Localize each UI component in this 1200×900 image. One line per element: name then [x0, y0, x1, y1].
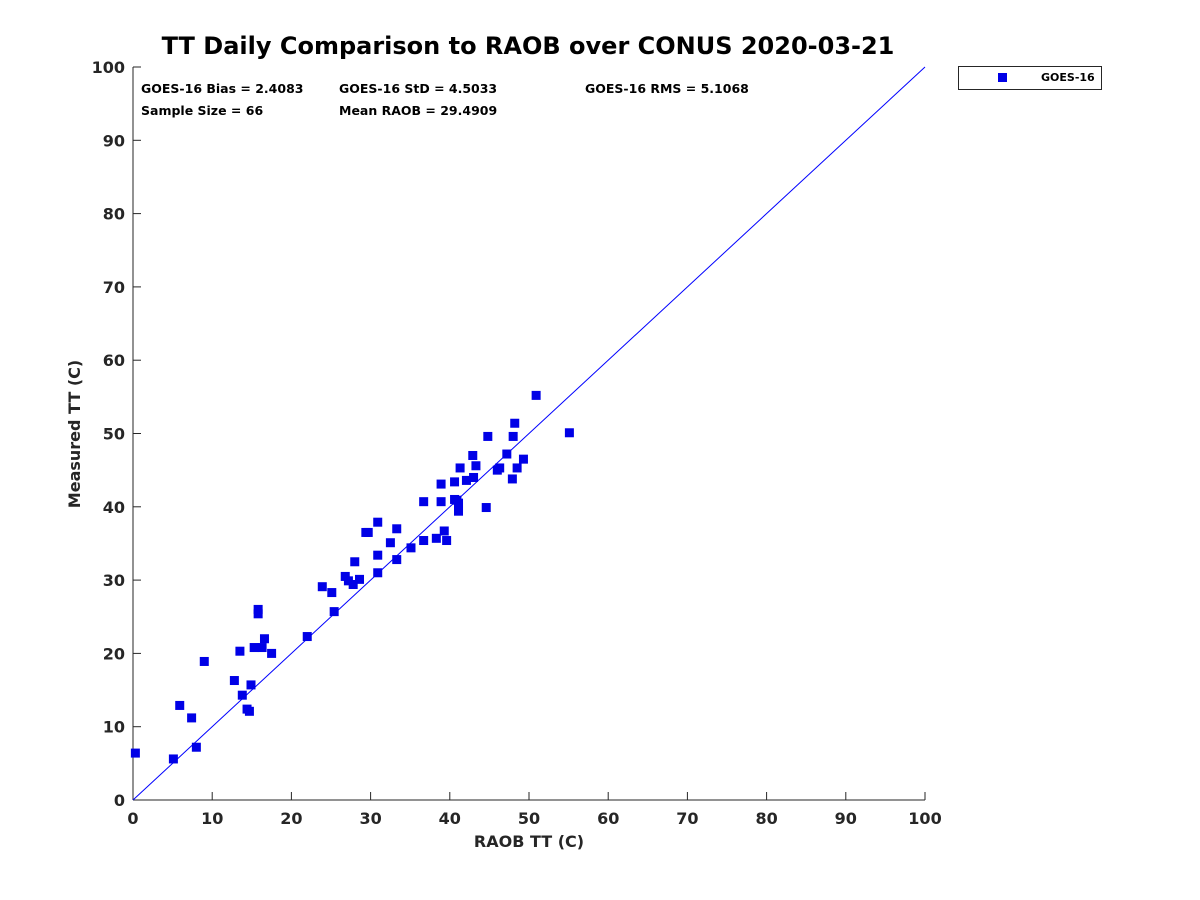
x-axis-label: RAOB TT (C) — [474, 832, 584, 851]
x-tick-label: 40 — [439, 809, 461, 828]
data-point — [507, 474, 517, 484]
data-point — [191, 742, 201, 752]
data-point — [253, 604, 263, 614]
y-tick-label: 60 — [103, 351, 125, 370]
data-point — [419, 497, 429, 507]
data-point — [373, 517, 383, 527]
x-tick-label: 30 — [359, 809, 381, 828]
data-point — [199, 656, 209, 666]
data-point — [343, 576, 353, 586]
data-point — [348, 579, 358, 589]
y-tick-label: 0 — [114, 791, 125, 810]
data-point — [235, 646, 245, 656]
data-point — [531, 390, 541, 400]
y-tick-label: 90 — [103, 131, 125, 150]
data-point — [187, 713, 197, 723]
data-point — [392, 524, 402, 534]
data-point — [363, 527, 373, 537]
y-ticks: 0 10 20 30 40 50 60 70 80 90 100 — [92, 58, 141, 810]
x-tick-label: 10 — [201, 809, 223, 828]
data-point — [350, 557, 360, 567]
data-point — [469, 472, 479, 482]
chart-title: TT Daily Comparison to RAOB over CONUS 2… — [162, 32, 895, 60]
data-point — [468, 450, 478, 460]
y-tick-label: 40 — [103, 498, 125, 517]
y-tick-label: 80 — [103, 205, 125, 224]
data-point — [436, 497, 446, 507]
data-point — [249, 643, 259, 653]
x-tick-label: 20 — [280, 809, 302, 828]
data-points — [130, 390, 574, 764]
data-point — [518, 454, 528, 464]
x-tick-label: 0 — [127, 809, 138, 828]
data-point — [130, 748, 140, 758]
legend: GOES-16 — [958, 66, 1102, 90]
data-point — [564, 428, 574, 438]
y-tick-label: 100 — [92, 58, 125, 77]
x-tick-label: 70 — [676, 809, 698, 828]
data-point — [327, 588, 337, 598]
data-point — [175, 700, 185, 710]
legend-label-goes16: GOES-16 — [1041, 71, 1095, 84]
one-to-one-reference-line — [132, 66, 926, 801]
data-point — [246, 680, 256, 690]
data-point — [237, 690, 247, 700]
plot-area: 0 10 20 30 40 50 60 70 80 90 100 0 10 20 30 40 50 60 70 80… — [92, 58, 942, 828]
y-tick-label: 10 — [103, 718, 125, 737]
data-point — [406, 543, 416, 553]
std-stat: GOES-16 StD = 4.5033 — [339, 81, 497, 96]
data-point — [471, 461, 481, 471]
data-point — [419, 536, 429, 546]
data-point — [385, 538, 395, 548]
data-point — [450, 494, 460, 504]
data-point — [259, 634, 269, 644]
data-point — [317, 582, 327, 592]
x-tick-label: 90 — [835, 809, 857, 828]
rms-stat: GOES-16 RMS = 5.1068 — [585, 81, 749, 96]
data-point — [392, 555, 402, 565]
x-ticks: 0 10 20 30 40 50 60 70 80 90 100 — [127, 792, 942, 828]
x-tick-label: 60 — [597, 809, 619, 828]
data-point — [257, 643, 267, 653]
data-point — [512, 463, 522, 473]
data-point — [355, 574, 365, 584]
data-point — [439, 526, 449, 536]
bias-stat: GOES-16 Bias = 2.4083 — [141, 81, 303, 96]
legend-marker-goes16 — [998, 73, 1007, 82]
y-tick-label: 70 — [103, 278, 125, 297]
data-point — [461, 475, 471, 485]
data-point — [373, 568, 383, 578]
x-tick-label: 100 — [908, 809, 941, 828]
data-point — [267, 648, 277, 658]
data-point — [455, 463, 465, 473]
data-point — [373, 550, 383, 560]
y-axis-label: Measured TT (C) — [65, 360, 84, 508]
data-point — [329, 607, 339, 617]
x-tick-label: 50 — [518, 809, 540, 828]
y-tick-label: 20 — [103, 644, 125, 663]
mean-raob-stat: Mean RAOB = 29.4909 — [339, 103, 497, 118]
data-point — [244, 706, 254, 716]
data-point — [442, 536, 452, 546]
data-point — [302, 632, 312, 642]
data-point — [431, 533, 441, 543]
statistics-annotations: GOES-16 Bias = 2.4083 GOES-16 StD = 4.50… — [141, 81, 749, 118]
y-tick-label: 30 — [103, 571, 125, 590]
data-point — [450, 477, 460, 487]
data-point — [481, 503, 491, 513]
data-point — [168, 754, 178, 764]
data-point — [436, 479, 446, 489]
data-point — [510, 418, 520, 428]
data-point — [495, 463, 505, 473]
legend-box — [958, 66, 1102, 90]
data-point — [229, 676, 239, 686]
data-point — [508, 431, 518, 441]
y-tick-label: 50 — [103, 425, 125, 444]
data-point — [502, 449, 512, 459]
data-point — [483, 431, 493, 441]
x-tick-label: 80 — [755, 809, 777, 828]
sample-size-stat: Sample Size = 66 — [141, 103, 263, 118]
